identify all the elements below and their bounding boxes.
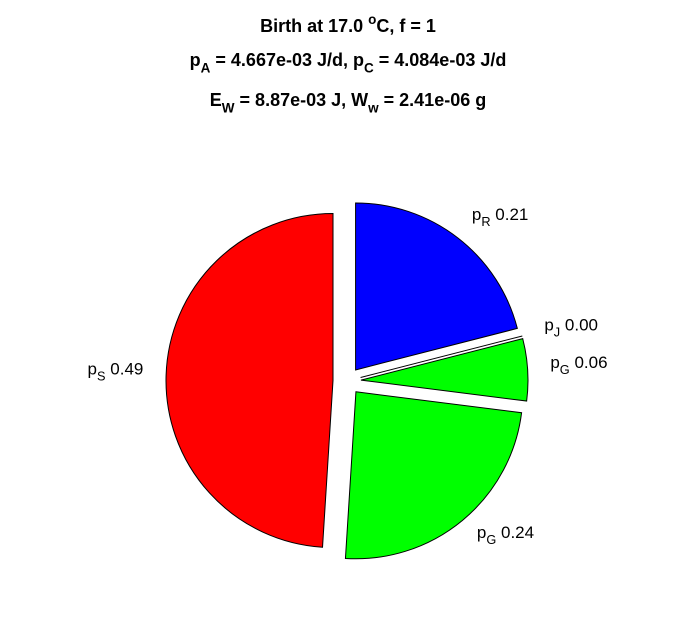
chart-title: EW = 8.87e-03 J, Ww = 2.41e-06 g	[210, 90, 486, 115]
text-part: R	[481, 214, 490, 229]
slice-label: pS​ 0.49	[88, 360, 144, 384]
value-label: 0.24	[501, 523, 534, 542]
text-part: Birth at 17.0	[260, 16, 368, 36]
text-part: = 8.87e-03 J, W	[235, 90, 369, 110]
value-label: 0.06	[574, 353, 607, 372]
value-label: 0.21	[495, 205, 528, 224]
text-part: G	[560, 362, 570, 377]
text-part: o	[368, 12, 376, 27]
slice-label: pG​ 0.06	[550, 353, 607, 377]
text-part: = 4.667e-03 J/d, p	[210, 50, 364, 70]
text-part: p	[472, 205, 481, 224]
text-part: p	[88, 360, 97, 379]
text-part: J	[554, 324, 560, 339]
text-part: C, f = 1	[376, 16, 436, 36]
slice-label: pG​ 0.24	[477, 523, 534, 547]
text-part: p	[544, 315, 553, 334]
slice-label: pJ​ 0.00	[544, 315, 598, 339]
text-part: W	[222, 100, 235, 115]
value-label: 0.49	[110, 360, 143, 379]
pie-slice	[355, 202, 518, 371]
text-part: S	[97, 369, 106, 384]
pie-slice	[344, 391, 523, 560]
pie-slice	[360, 337, 529, 402]
text-part: E	[210, 90, 222, 110]
text-part: p	[477, 523, 486, 542]
value-label: 0.00	[565, 315, 598, 334]
pie-slice	[165, 213, 334, 548]
text-part: p	[550, 353, 559, 372]
text-part: = 2.41e-06 g	[379, 90, 487, 110]
chart-title: pA = 4.667e-03 J/d, pC = 4.084e-03 J/d	[190, 50, 507, 75]
text-part: A	[201, 60, 211, 75]
slice-label: pR​ 0.21	[472, 205, 529, 229]
text-part: w	[367, 100, 379, 115]
text-part: = 4.084e-03 J/d	[374, 50, 507, 70]
text-part: G	[486, 532, 496, 547]
text-part: C	[364, 60, 374, 75]
text-part: p	[190, 50, 201, 70]
chart-title: Birth at 17.0 oC, f = 1	[260, 12, 436, 36]
